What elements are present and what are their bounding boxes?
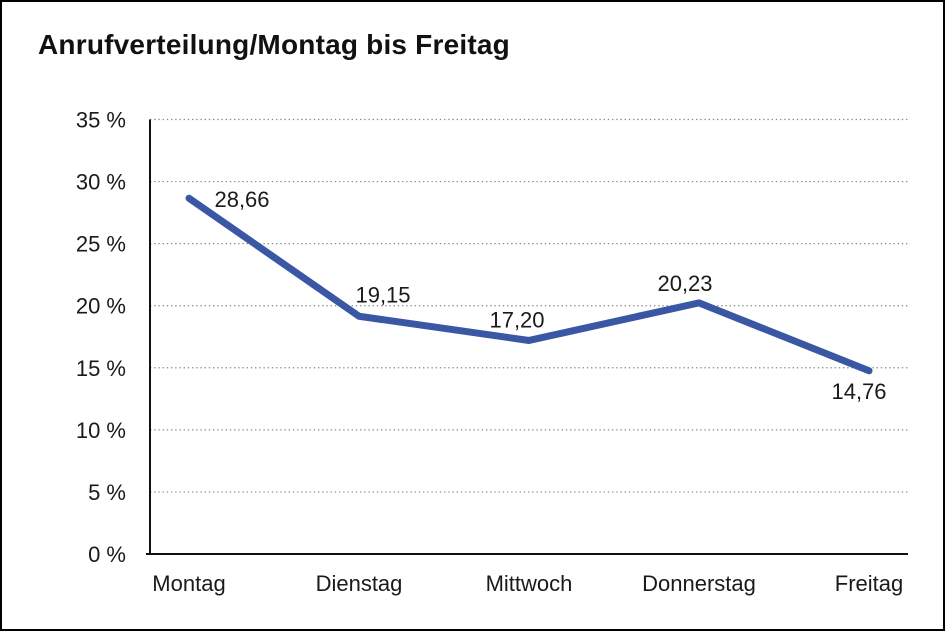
x-category-label: Donnerstag (642, 571, 756, 596)
chart-title: Anrufverteilung/Montag bis Freitag (38, 29, 510, 60)
data-point-label: 17,20 (489, 307, 544, 332)
y-tick-label: 25 % (76, 232, 126, 257)
data-point-label: 19,15 (355, 282, 410, 307)
y-tick-label: 0 % (88, 542, 126, 567)
data-line (185, 194, 873, 375)
data-point-label: 20,23 (657, 271, 712, 296)
y-tick-label: 35 % (76, 108, 126, 133)
y-tick-label: 10 % (76, 418, 126, 443)
x-category-label: Montag (152, 571, 225, 596)
y-tick-label: 15 % (76, 356, 126, 381)
y-tick-label: 20 % (76, 294, 126, 319)
y-tick-label: 5 % (88, 480, 126, 505)
x-category-label: Freitag (835, 571, 903, 596)
data-point-label: 28,66 (214, 187, 269, 212)
x-category-label: Mittwoch (486, 571, 573, 596)
data-point-label: 14,76 (831, 379, 886, 404)
x-category-label: Dienstag (316, 571, 403, 596)
y-tick-label: 30 % (76, 170, 126, 195)
